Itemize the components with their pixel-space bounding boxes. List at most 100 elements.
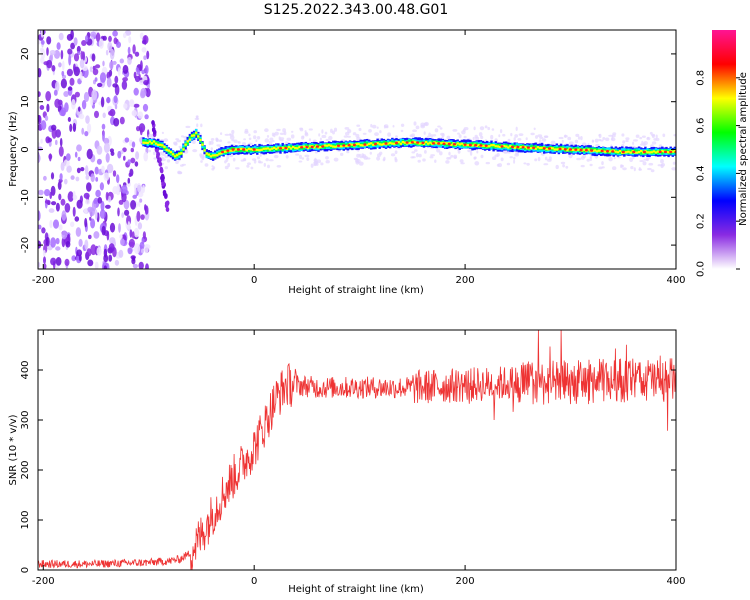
heatmap-cell: [416, 153, 419, 158]
colorbar-gradient: [712, 30, 736, 269]
heatmap-cell: [208, 141, 211, 146]
heatmap-cell: [332, 130, 335, 135]
heatmap-cell: [539, 136, 544, 139]
heatmap-cell: [277, 146, 280, 151]
heatmap-cell: [514, 134, 519, 138]
heatmap-cell: [479, 144, 483, 147]
heatmap-cell: [480, 154, 484, 159]
heatmap-cell: [142, 231, 146, 240]
heatmap-cell: [516, 145, 520, 149]
heatmap-cell: [177, 171, 183, 175]
heatmap-cell: [69, 123, 73, 132]
heatmap-cell: [102, 112, 106, 119]
heatmap-cell: [192, 134, 196, 137]
heatmap-cell: [190, 134, 194, 137]
heatmap-cell: [106, 263, 110, 269]
heatmap-cell: [123, 199, 130, 210]
heatmap-cell: [538, 139, 542, 144]
heatmap-cell: [119, 58, 125, 64]
heatmap-cell: [591, 139, 595, 143]
heatmap-cell: [124, 137, 130, 143]
heatmap-cell: [195, 131, 198, 134]
figure-title: S125.2022.343.00.48.G01: [264, 2, 449, 18]
heatmap-cell: [604, 150, 607, 153]
heatmap-cell: [121, 212, 125, 219]
heatmap-cell: [229, 135, 235, 140]
heatmap-cell: [344, 145, 348, 148]
heatmap-cell: [362, 132, 367, 135]
heatmap-cell: [237, 141, 240, 144]
heatmap-cell: [468, 143, 472, 147]
heatmap-cell: [649, 131, 653, 135]
x-tick-label: 200: [456, 275, 475, 286]
heatmap-cell: [330, 144, 333, 147]
heatmap-cell: [246, 164, 250, 168]
heatmap-cell: [89, 66, 93, 73]
heatmap-cell: [436, 148, 441, 153]
heatmap-cell: [49, 49, 56, 56]
heatmap-cell: [116, 41, 121, 48]
heatmap-cell: [72, 190, 76, 200]
heatmap-cell: [376, 142, 379, 145]
heatmap-cell: [558, 136, 564, 140]
spectrogram-y-label: Frequency (Hz): [8, 111, 19, 187]
heatmap-cell: [99, 72, 107, 83]
heatmap-cell: [639, 160, 644, 162]
heatmap-cell: [555, 148, 558, 151]
heatmap-cell: [283, 131, 287, 136]
heatmap-cell: [442, 142, 446, 145]
heatmap-cell: [43, 263, 47, 269]
heatmap-cell: [434, 159, 437, 163]
heatmap-cell: [114, 259, 120, 266]
heatmap-cell: [157, 143, 160, 146]
heatmap-cell: [356, 136, 361, 141]
heatmap-cell: [90, 218, 96, 229]
heatmap-cell: [86, 248, 92, 257]
heatmap-cell: [180, 164, 184, 167]
heatmap-cell: [577, 136, 581, 140]
heatmap-cell: [325, 160, 330, 164]
heatmap-cell: [95, 32, 101, 43]
heatmap-cell: [290, 134, 295, 139]
heatmap-cell: [430, 154, 435, 157]
heatmap-cell: [533, 127, 536, 131]
heatmap-cell: [58, 193, 62, 201]
heatmap-cell: [224, 133, 230, 136]
heatmap-cell: [100, 200, 105, 212]
heatmap-cell: [618, 149, 622, 153]
heatmap-cell: [120, 238, 125, 246]
y-tick-label: 0: [20, 567, 31, 573]
heatmap-cell: [255, 139, 258, 143]
heatmap-cell: [44, 199, 51, 204]
heatmap-cell: [648, 151, 651, 154]
heatmap-cell: [384, 124, 389, 128]
heatmap-cell: [525, 137, 528, 141]
heatmap-cell: [576, 157, 582, 161]
heatmap-cell: [572, 148, 575, 151]
heatmap-cell: [640, 149, 643, 153]
heatmap-cell: [446, 135, 451, 140]
heatmap-cell: [299, 127, 303, 130]
y-tick-label: 100: [20, 510, 31, 529]
heatmap-cell: [382, 140, 386, 145]
heatmap-cell: [131, 231, 135, 239]
heatmap-cell: [145, 263, 149, 269]
heatmap-cell: [133, 71, 137, 79]
heatmap-cell: [67, 191, 74, 202]
heatmap-cell: [143, 151, 148, 162]
heatmap-cell: [158, 157, 162, 163]
heatmap-cell: [273, 154, 279, 159]
heatmap-cell: [106, 77, 112, 88]
heatmap-cell: [181, 135, 184, 138]
heatmap-cell: [94, 77, 98, 82]
heatmap-cell: [101, 225, 106, 236]
heatmap-cell: [85, 175, 90, 180]
heatmap-cell: [256, 148, 259, 151]
heatmap-cell: [586, 158, 590, 162]
heatmap-cell: [67, 117, 71, 122]
heatmap-cell: [235, 148, 238, 151]
heatmap-cell: [648, 162, 654, 166]
heatmap-cell: [530, 147, 533, 150]
heatmap-cell: [81, 100, 87, 110]
heatmap-cell: [50, 172, 55, 180]
